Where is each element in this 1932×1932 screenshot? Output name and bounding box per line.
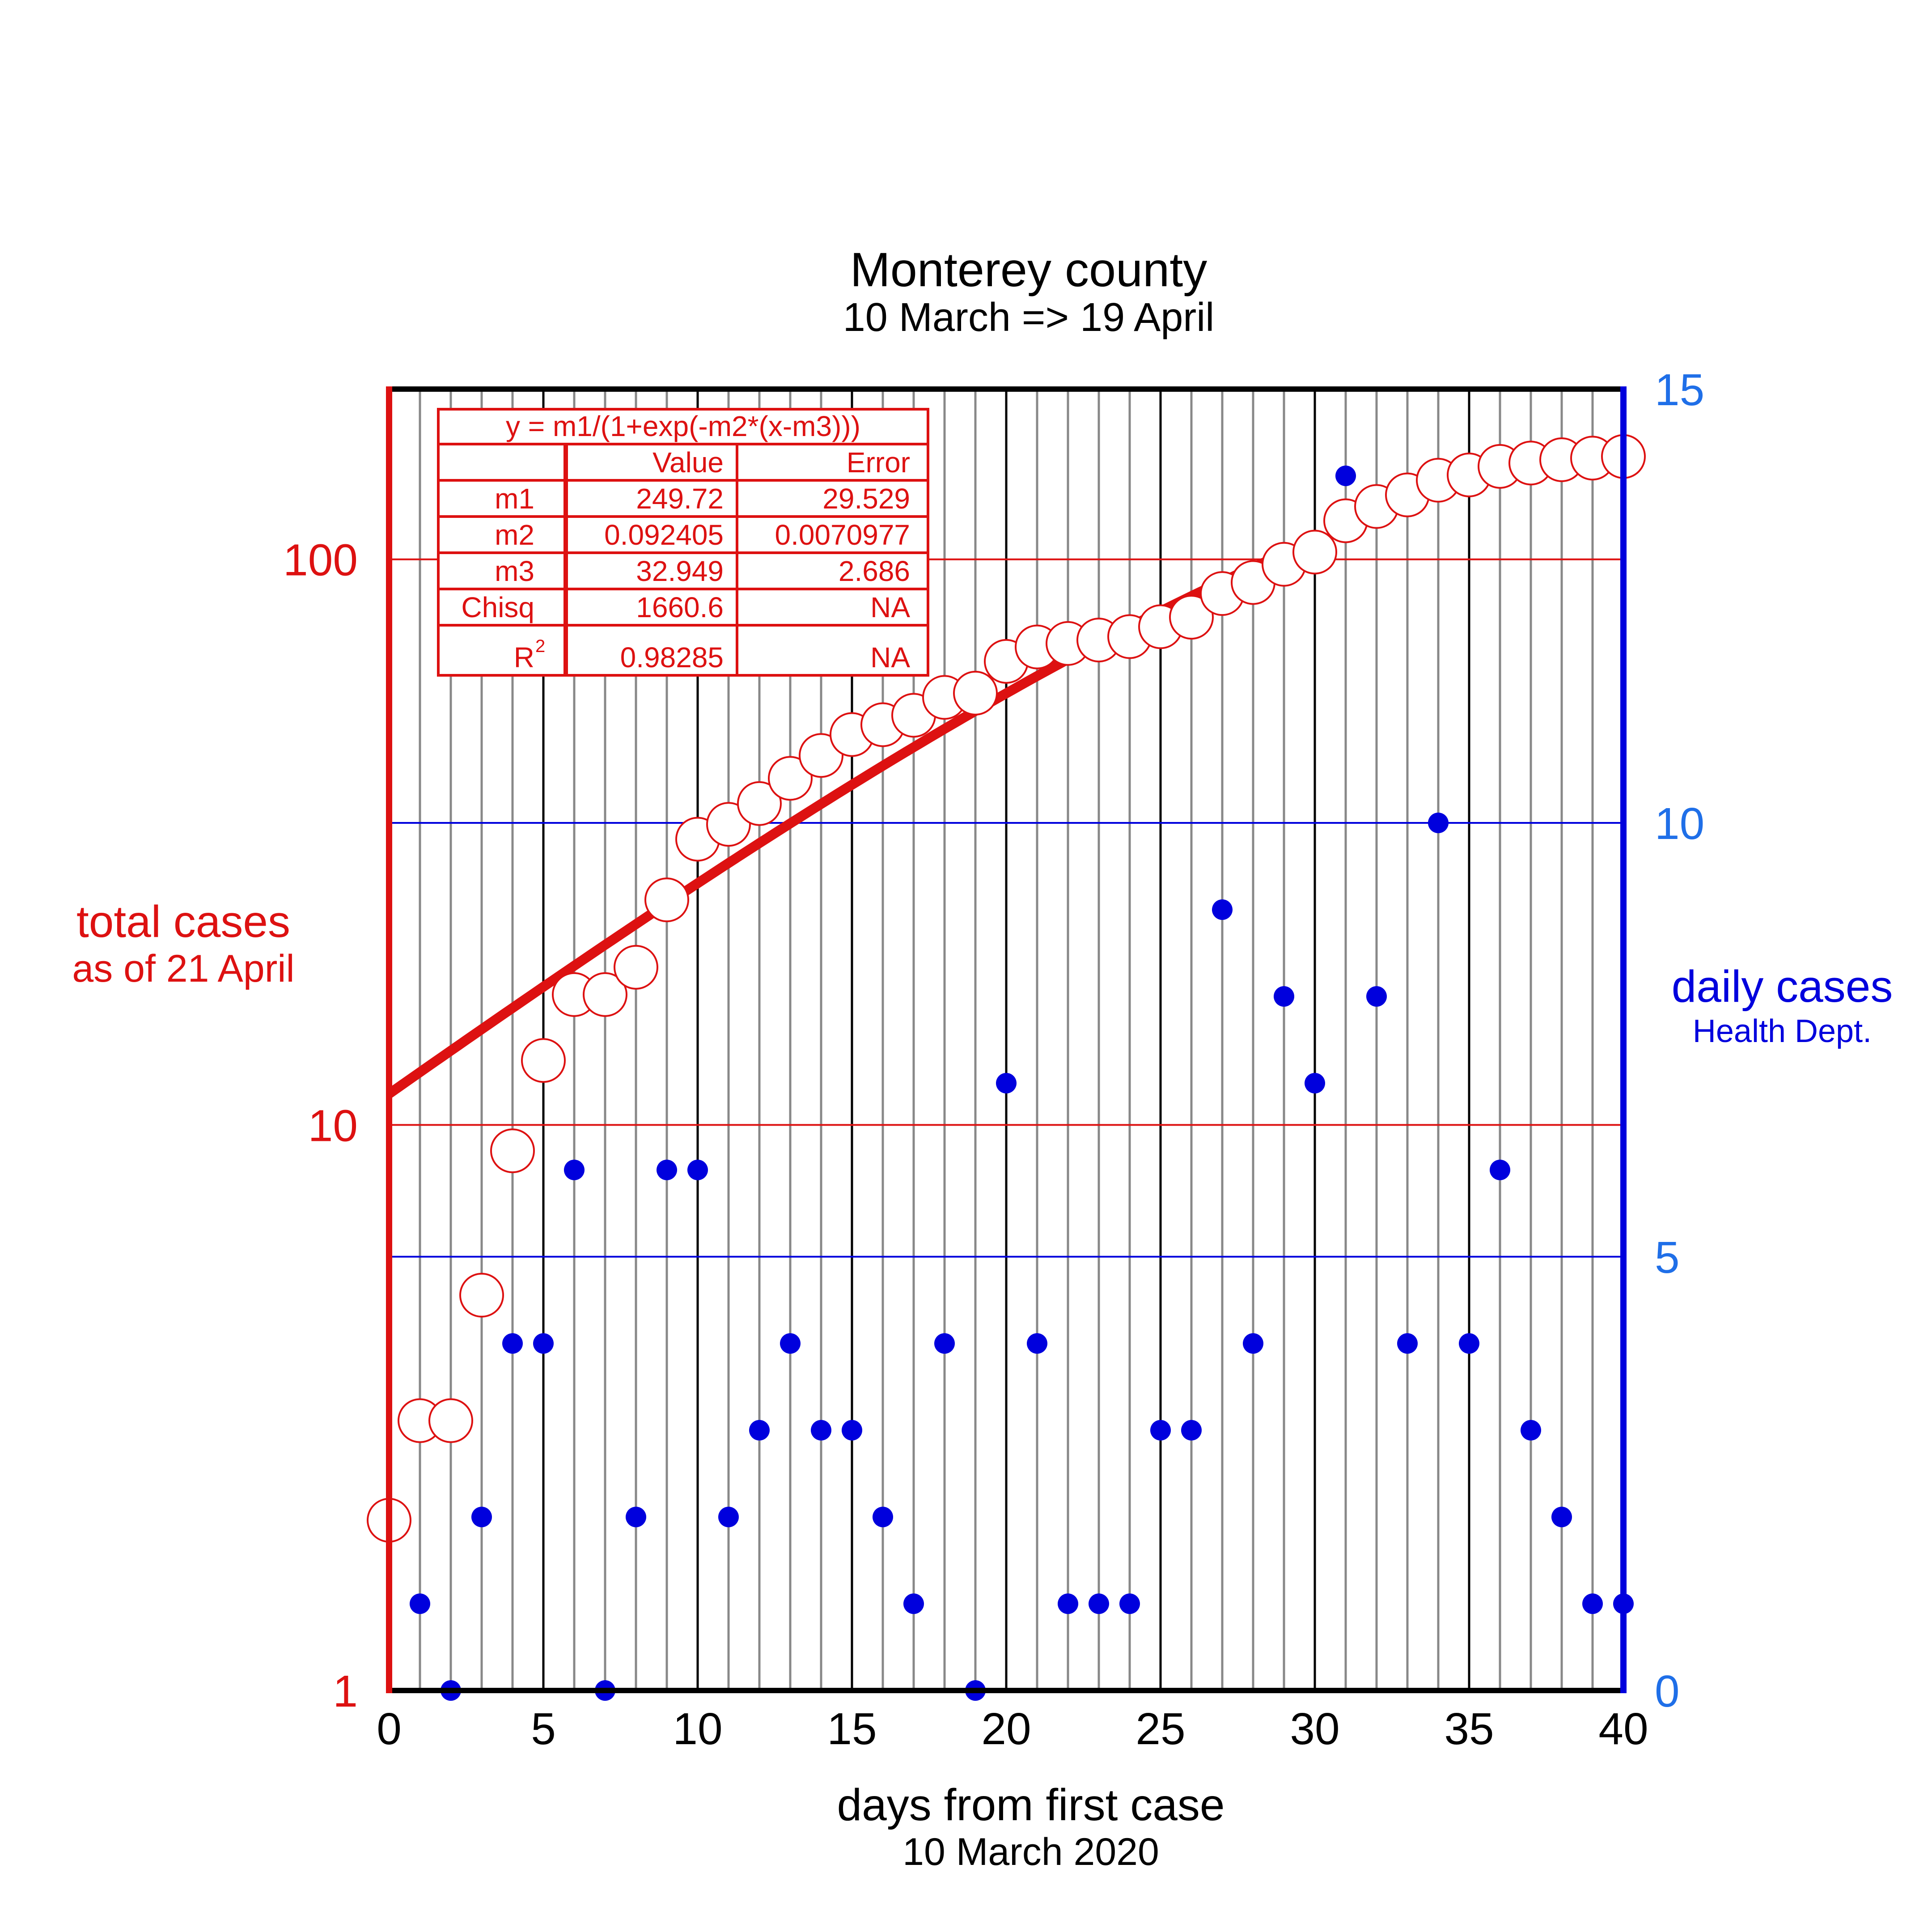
daily-cases-point [1459, 1333, 1479, 1354]
left-axis-label: total cases [76, 897, 290, 947]
daily-cases-point [502, 1333, 523, 1354]
chart-title: Monterey county [850, 242, 1207, 297]
daily-cases-point [1274, 986, 1294, 1007]
chart-subtitle: 10 March => 19 April [843, 295, 1214, 340]
daily-cases-point [1490, 1160, 1510, 1180]
daily-cases-point [1521, 1420, 1541, 1441]
right-tick-label: 10 [1655, 799, 1704, 849]
daily-cases-point [657, 1160, 677, 1180]
total-cases-point [1169, 595, 1214, 640]
x-tick-label: 15 [827, 1704, 877, 1754]
fit-table-superscript: 2 [535, 636, 545, 656]
left-tick-label: 10 [308, 1101, 358, 1151]
fit-table-cell: 29.529 [822, 483, 910, 515]
x-tick-label: 30 [1290, 1704, 1339, 1754]
daily-cases-point [1305, 1073, 1325, 1093]
fit-table-cell: 0.98285 [620, 641, 724, 674]
total-cases-point [583, 972, 627, 1017]
fit-table-cell: m3 [495, 555, 534, 587]
total-cases-point [644, 877, 689, 923]
daily-cases-point [1366, 986, 1387, 1007]
x-tick-label: 40 [1598, 1704, 1648, 1754]
daily-cases-point [903, 1593, 924, 1614]
daily-cases-point [811, 1420, 831, 1441]
daily-cases-point [564, 1160, 585, 1180]
right-tick-label: 0 [1655, 1666, 1680, 1716]
daily-cases-point [842, 1420, 862, 1441]
fit-table-cell: m2 [495, 519, 534, 551]
daily-cases-point [471, 1507, 492, 1527]
fit-formula: y = m1/(1+exp(-m2*(x-m3))) [506, 410, 860, 442]
fit-table-cell: NA [870, 641, 910, 674]
total-cases-point [768, 756, 813, 801]
x-tick-label: 0 [377, 1704, 402, 1754]
daily-cases-point [1119, 1593, 1140, 1614]
daily-cases-point [934, 1333, 955, 1354]
daily-cases-point [687, 1160, 708, 1180]
daily-cases-point [1582, 1593, 1603, 1614]
daily-cases-point [1212, 899, 1233, 920]
daily-cases-point [1397, 1333, 1418, 1354]
fit-table: y = m1/(1+exp(-m2*(x-m3))) Value Error m1 24… [437, 408, 929, 677]
total-cases-point [521, 1038, 566, 1083]
fit-table-cell: 249.72 [636, 483, 724, 515]
total-cases-point [953, 670, 998, 716]
daily-cases-point [410, 1593, 430, 1614]
total-cases-point [737, 781, 782, 826]
daily-cases-point [749, 1420, 770, 1441]
daily-cases-point [1335, 466, 1356, 486]
x-tick-label: 5 [531, 1704, 556, 1754]
fit-table-cell: 2.686 [839, 555, 910, 587]
right-tick-label: 15 [1655, 365, 1704, 415]
fit-table-cell: 1660.6 [636, 591, 724, 623]
total-cases-point [799, 733, 843, 778]
x-tick-label: 20 [981, 1704, 1031, 1754]
daily-cases-point [1150, 1420, 1171, 1441]
fit-table-cell: 0.0070977 [775, 519, 910, 551]
daily-cases-point [873, 1507, 893, 1527]
daily-cases-point [1428, 813, 1449, 833]
x-axis-label: days from first case [837, 1780, 1225, 1830]
right-axis-label: daily cases [1672, 962, 1893, 1012]
total-cases-point [706, 802, 751, 847]
total-cases-series [367, 434, 1646, 1543]
daily-cases-point [996, 1073, 1017, 1093]
daily-cases-point [780, 1333, 801, 1354]
x-axis-sublabel: 10 March 2020 [902, 1830, 1159, 1873]
total-cases-point [490, 1128, 535, 1174]
x-tick-label: 10 [673, 1704, 722, 1754]
total-cases-point [614, 945, 658, 990]
daily-cases-point [718, 1507, 739, 1527]
fit-table-cell: NA [870, 591, 910, 623]
left-tick-label: 1 [333, 1666, 358, 1716]
axes [386, 386, 1627, 1693]
fit-table-frame [437, 408, 929, 677]
left-axis-sublabel: as of 21 April [72, 947, 294, 990]
left-tick-label: 100 [283, 535, 358, 585]
total-cases-point [1292, 530, 1337, 575]
fit-table-cell: m1 [495, 483, 534, 515]
x-tick-label: 35 [1444, 1704, 1494, 1754]
right-tick-label: 5 [1655, 1233, 1680, 1283]
fit-table-cell: 32.949 [636, 555, 724, 587]
daily-cases-point [1027, 1333, 1047, 1354]
daily-cases-point [1181, 1420, 1202, 1441]
tick-labels: 0 5 10 15 20 25 30 35 40 1 10 100 0 5 10 15 [283, 365, 1704, 1754]
fit-table-cell: 0.092405 [604, 519, 724, 551]
fit-table-header: Error [847, 446, 910, 479]
daily-cases-point [1058, 1593, 1078, 1614]
right-axis-sublabel: Health Dept. [1693, 1013, 1872, 1049]
daily-cases-point [533, 1333, 554, 1354]
daily-cases-point [1243, 1333, 1263, 1354]
daily-cases-point [626, 1507, 646, 1527]
fit-table-header: Value [652, 446, 724, 479]
daily-cases-point [1551, 1507, 1572, 1527]
x-tick-label: 25 [1135, 1704, 1185, 1754]
daily-cases-point [1089, 1593, 1109, 1614]
total-cases-point [459, 1273, 504, 1318]
fit-table-cell: R [514, 641, 534, 674]
total-cases-point [428, 1398, 473, 1443]
fit-table-cell: Chisq [461, 591, 534, 623]
